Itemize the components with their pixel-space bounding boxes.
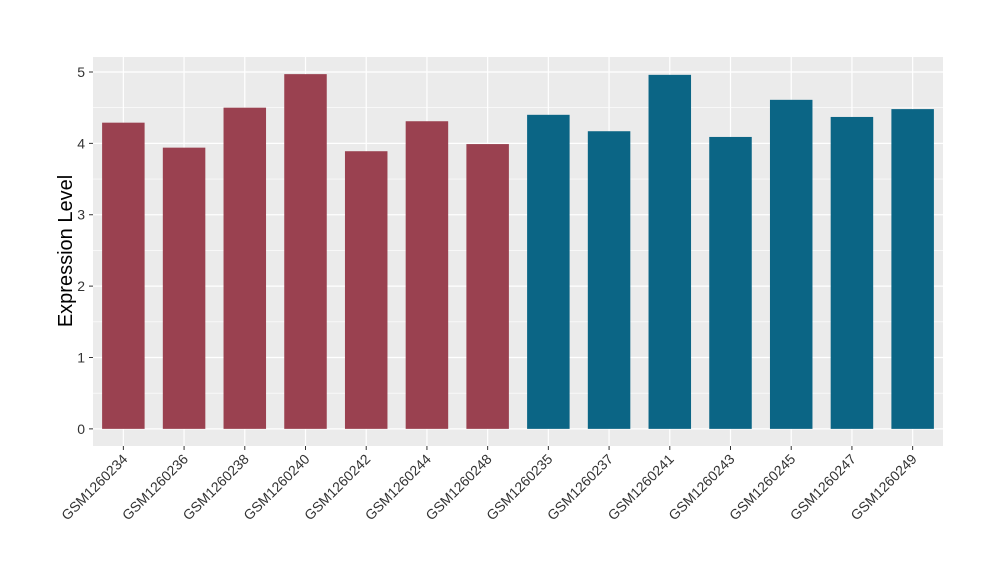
y-tick-label: 1	[77, 349, 85, 365]
bar-GSM1260238	[223, 107, 267, 429]
bar-GSM1260245	[769, 99, 813, 429]
bar-GSM1260240	[284, 74, 327, 429]
bar-GSM1260248	[466, 144, 509, 429]
y-tick-label: 4	[77, 135, 85, 151]
bar-GSM1260243	[709, 136, 752, 429]
bar-GSM1260234	[102, 122, 145, 429]
bars	[102, 74, 934, 429]
plot-panel	[93, 57, 943, 446]
y-axis-label: Expression Level	[55, 175, 77, 327]
y-tick-label: 5	[77, 64, 85, 80]
bar-GSM1260236	[162, 147, 206, 429]
x-axis: GSM1260234GSM1260236GSM1260238GSM1260240…	[58, 446, 920, 523]
bar-GSM1260247	[830, 116, 874, 429]
y-axis: 0 1 2 3 4 5	[77, 64, 93, 437]
bar-GSM1260244	[405, 121, 449, 429]
bar-GSM1260235	[527, 114, 570, 429]
y-tick-label: 3	[77, 207, 85, 223]
bar-GSM1260241	[648, 74, 692, 429]
y-tick-label: 0	[77, 421, 85, 437]
y-tick-label: 2	[77, 278, 85, 294]
bar-GSM1260242	[344, 151, 388, 429]
bar-GSM1260249	[891, 109, 934, 429]
bar-GSM1260237	[587, 131, 631, 429]
